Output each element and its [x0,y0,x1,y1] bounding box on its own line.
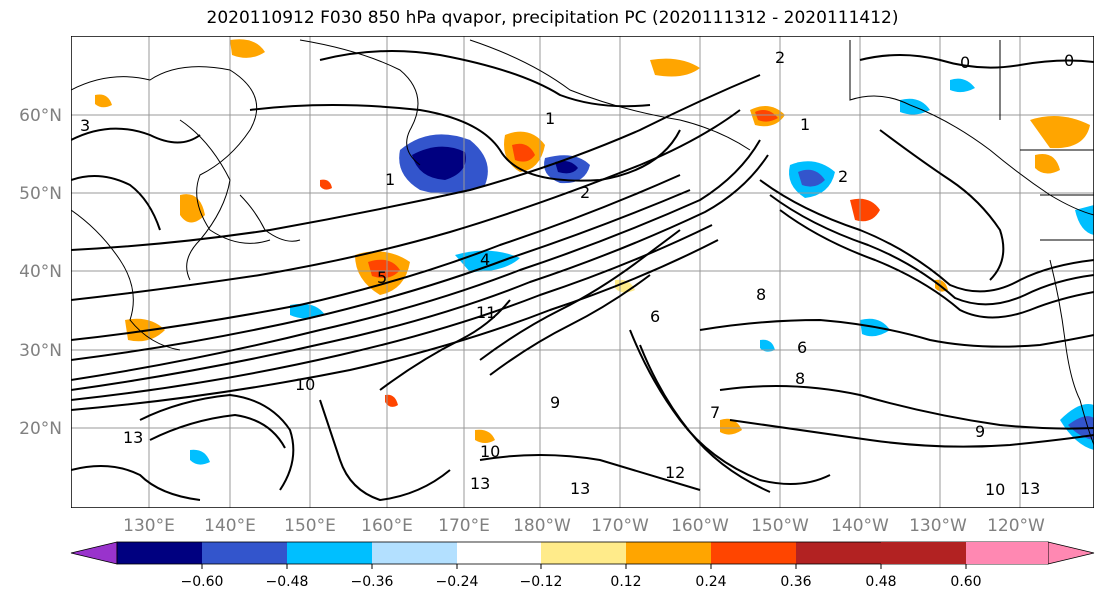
longitude-labels: 130°E 140°E 150°E 160°E 170°E 180°W 170°… [123,516,1045,536]
lat-label-30n: 30°N [19,341,62,361]
colorbar-tick-label: −0.12 [520,574,563,590]
lat-label-50n: 50°N [19,184,62,204]
contour-label: 2 [580,183,590,202]
contour-labels: 3 0 0 1 1 1 2 2 2 4 5 8 8 9 9 10 10 11 1… [80,48,1074,499]
lon-label: 130°W [909,516,967,536]
colorbar-extend-low [70,541,118,565]
colorbar-tick-label: 0.60 [950,574,981,590]
graticule [71,36,1094,508]
contour-label: 2 [838,167,848,186]
lat-label-60n: 60°N [19,106,62,126]
lon-label: 170°W [591,516,649,536]
contour-label: 13 [1020,479,1040,498]
colorbar-tick-label: 0.36 [780,574,811,590]
map-panel: 3 0 0 1 1 1 2 2 2 4 5 8 8 9 9 10 10 11 1… [71,36,1094,508]
contour-label: 3 [80,116,90,135]
colorbar-bin [881,542,966,564]
contour-label: 13 [123,428,143,447]
contour-label: 2 [775,48,785,67]
contour-label: 12 [665,463,685,482]
colorbar-bin [202,542,287,564]
chart-title: 2020110912 F030 850 hPa qvapor, precipit… [206,8,899,28]
colorbar-tick-label: −0.48 [266,574,309,590]
colorbar-tick-label: −0.36 [351,574,394,590]
lon-label: 150°E [284,516,336,536]
latitude-labels: 60°N 50°N 40°N 30°N 20°N [19,106,62,439]
colorbar-bin [711,542,796,564]
colorbar-tick-label: 0.24 [695,574,726,590]
colorbar-bin [541,542,626,564]
contour-label: 11 [476,303,496,322]
colorbar-tick-label: 0.48 [865,574,896,590]
colorbar-bin [796,542,881,564]
contour-label: 10 [480,442,500,461]
colorbar-tick-label: −0.60 [181,574,224,590]
lon-label: 130°E [123,516,175,536]
colorbar-tick-label: −0.24 [436,574,479,590]
contour-label: 0 [960,53,970,72]
contour-label: 9 [975,422,985,441]
lon-label: 180°W [513,516,571,536]
lon-label: 120°W [987,516,1045,536]
contour-label: 10 [985,480,1005,499]
contour-label: 1 [385,170,395,189]
contour-label: 0 [1064,51,1074,70]
contour-label: 5 [377,268,387,287]
lon-label: 160°W [671,516,729,536]
colorbar-bin [457,542,541,564]
contour-label: 13 [470,474,490,493]
contour-label: 6 [650,307,660,326]
precipitation-shading [95,39,1094,465]
colorbar-bin [966,542,1048,564]
contour-label: 7 [710,403,720,422]
colorbar-bin [287,542,372,564]
contour-label: 8 [795,369,805,388]
lon-label: 140°E [204,516,256,536]
colorbar-bin [626,542,711,564]
qvapor-contours [71,50,1094,502]
colorbar-extend-high [1047,541,1095,565]
lon-label: 160°E [361,516,413,536]
contour-label: 6 [797,338,807,357]
lon-label: 170°E [438,516,490,536]
colorbar: −0.60 −0.48 −0.36 −0.24 −0.12 0.12 0.24 … [70,541,1095,590]
contour-label: 8 [756,285,766,304]
colorbar-tick-label: 0.12 [610,574,641,590]
contour-label: 1 [800,115,810,134]
contour-label: 1 [545,109,555,128]
lat-label-20n: 20°N [19,419,62,439]
lon-label: 140°W [831,516,889,536]
coastlines [71,39,1094,446]
colorbar-bin [372,542,457,564]
contour-label: 10 [295,375,315,394]
contour-label: 13 [570,479,590,498]
lat-label-40n: 40°N [19,262,62,282]
contour-label: 4 [480,250,490,269]
contour-label: 9 [550,393,560,412]
lon-label: 150°W [751,516,809,536]
colorbar-bin [117,542,202,564]
